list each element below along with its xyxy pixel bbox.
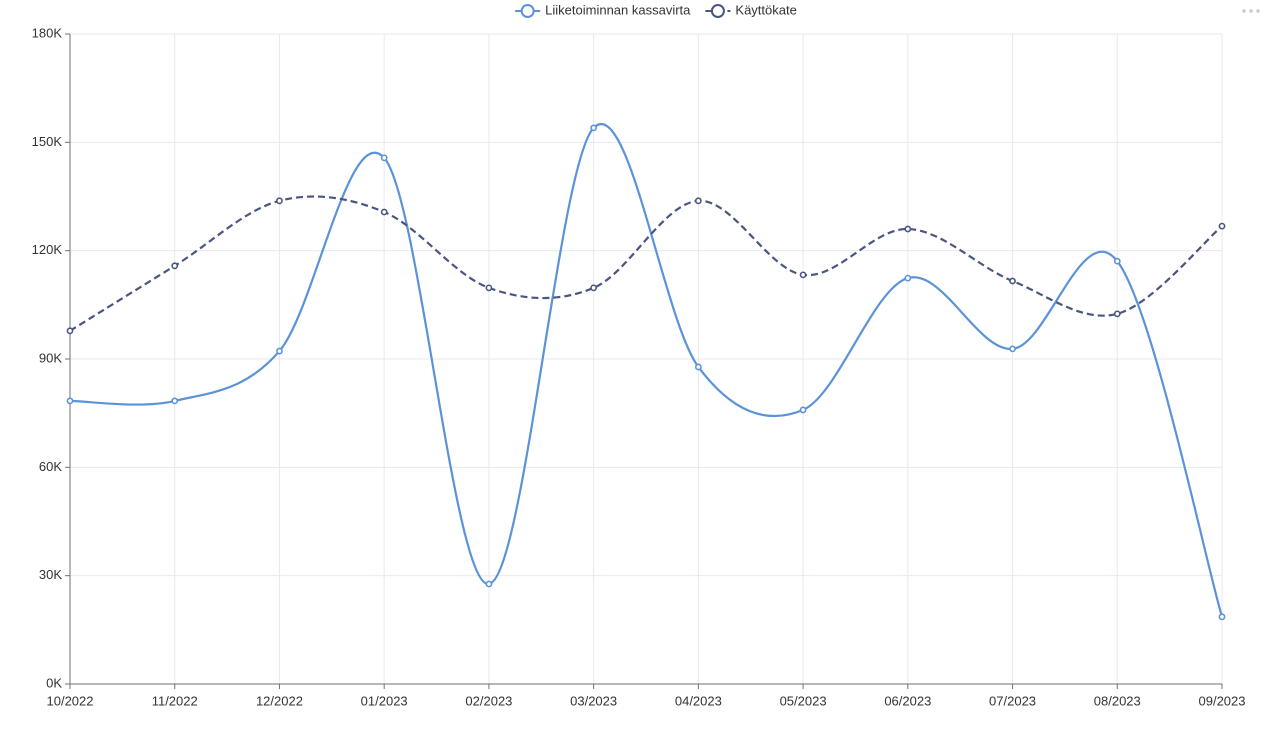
data-point xyxy=(694,197,702,205)
legend-symbol xyxy=(520,4,535,18)
legend-label: Käyttökate xyxy=(735,2,796,17)
x-tick-label: 04/2023 xyxy=(675,693,722,708)
data-point xyxy=(276,197,283,205)
x-tick-label: 08/2023 xyxy=(1094,693,1141,708)
data-point xyxy=(66,327,74,335)
data-point xyxy=(799,406,807,414)
data-point xyxy=(799,271,807,279)
legend-symbol xyxy=(710,4,725,18)
x-tick-label: 05/2023 xyxy=(780,693,827,708)
data-point xyxy=(380,154,388,162)
data-point xyxy=(1113,310,1121,318)
y-tick-label: 30K xyxy=(39,567,62,582)
data-point xyxy=(904,225,912,233)
series-line xyxy=(69,123,1224,618)
data-point xyxy=(1009,277,1016,285)
x-tick-label: 10/2022 xyxy=(47,693,94,708)
x-tick-label: 01/2023 xyxy=(361,693,408,708)
x-tick-label: 07/2023 xyxy=(989,693,1036,708)
series-line xyxy=(69,195,1223,332)
legend: Liiketoiminnan kassavirta Käyttökate xyxy=(515,2,797,18)
data-point xyxy=(694,363,702,371)
y-tick-label: 90K xyxy=(39,350,62,365)
x-tick-label: 12/2022 xyxy=(256,693,303,708)
y-tick-label: 180K xyxy=(32,25,63,40)
x-tick-label: 09/2023 xyxy=(1199,693,1246,708)
data-point xyxy=(590,124,598,132)
y-tick-label: 0K xyxy=(46,675,62,690)
data-point xyxy=(590,284,598,292)
y-tick-label: 120K xyxy=(32,242,63,257)
more-menu[interactable] xyxy=(1242,9,1260,13)
data-point xyxy=(1009,345,1016,353)
data-point xyxy=(485,580,493,588)
y-tick-label: 150K xyxy=(32,134,63,149)
data-point xyxy=(171,397,179,405)
x-tick-label: 02/2023 xyxy=(465,693,512,708)
data-point xyxy=(904,274,912,282)
x-tick-label: 03/2023 xyxy=(570,693,617,708)
data-point xyxy=(66,397,74,405)
data-point xyxy=(276,347,283,355)
data-point xyxy=(1218,613,1226,621)
x-tick-label: 11/2022 xyxy=(152,693,198,708)
legend-item[interactable]: Liiketoiminnan kassavirta xyxy=(515,2,691,18)
data-point xyxy=(485,284,493,292)
data-point xyxy=(171,262,179,270)
data-point xyxy=(380,208,388,216)
legend-label: Liiketoiminnan kassavirta xyxy=(545,2,691,17)
x-tick-label: 06/2023 xyxy=(884,693,931,708)
data-point xyxy=(1113,257,1121,265)
data-point xyxy=(1218,222,1226,230)
legend-item[interactable]: Käyttökate xyxy=(705,2,797,18)
y-tick-label: 60K xyxy=(39,459,62,474)
